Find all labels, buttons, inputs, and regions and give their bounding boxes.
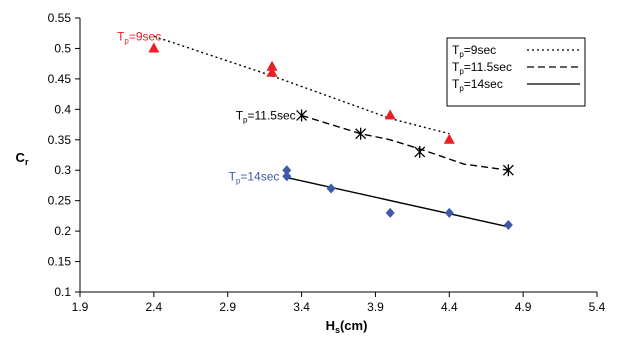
point-1-4	[384, 109, 396, 120]
y-axis-label: Cr	[16, 150, 29, 167]
legend-label-2: Tp=11.5sec	[452, 60, 512, 76]
trend-line-2	[301, 114, 509, 171]
y-tick-label: 0.5	[54, 41, 71, 55]
y-tick-label: 0.45	[48, 72, 72, 86]
x-tick-label: 4.4	[441, 300, 458, 314]
point-2-4	[502, 164, 514, 177]
y-tick-label: 0.3	[54, 163, 71, 177]
x-tick-label: 4.9	[515, 300, 532, 314]
y-tick-label: 0.35	[48, 133, 72, 147]
x-tick-label: 2.9	[219, 300, 236, 314]
y-tick-label: 0.25	[48, 194, 72, 208]
y-tick-label: 0.15	[48, 255, 72, 269]
y-tick-label: 0.55	[48, 11, 72, 25]
y-tick-label: 0.1	[54, 285, 71, 299]
x-tick-label: 1.9	[72, 300, 89, 314]
x-tick-label: 3.9	[367, 300, 384, 314]
series-label-3: Tp=14sec	[229, 169, 280, 185]
y-tick-label: 0.4	[54, 102, 71, 116]
point-1-2	[266, 60, 278, 71]
x-tick-label: 3.4	[293, 300, 310, 314]
series-label-2: Tp=11.5sec	[236, 108, 296, 124]
trend-line-3	[286, 176, 509, 228]
point-1-1	[148, 42, 160, 53]
x-axis-label: Hs(cm)	[326, 318, 368, 335]
legend-box	[446, 37, 586, 107]
legend-label-3: Tp=14sec	[452, 77, 503, 93]
point-3-4	[385, 207, 395, 218]
y-tick-label: 0.2	[54, 224, 71, 238]
point-3-2	[282, 171, 292, 182]
point-3-5	[444, 207, 454, 218]
point-3-6	[503, 220, 513, 231]
point-2-3	[414, 145, 426, 158]
point-2-1	[296, 109, 308, 122]
point-1-3	[266, 66, 278, 77]
trend-line-1	[153, 35, 450, 135]
point-1-5	[443, 133, 455, 144]
point-3-3	[326, 183, 336, 194]
legend-label-1: Tp=9sec	[452, 43, 496, 59]
x-tick-label: 2.4	[146, 300, 163, 314]
series-label-1: Tp=9sec	[117, 29, 161, 45]
point-3-1	[282, 165, 292, 176]
x-tick-label: 5.4	[589, 300, 606, 314]
point-2-2	[355, 127, 367, 140]
